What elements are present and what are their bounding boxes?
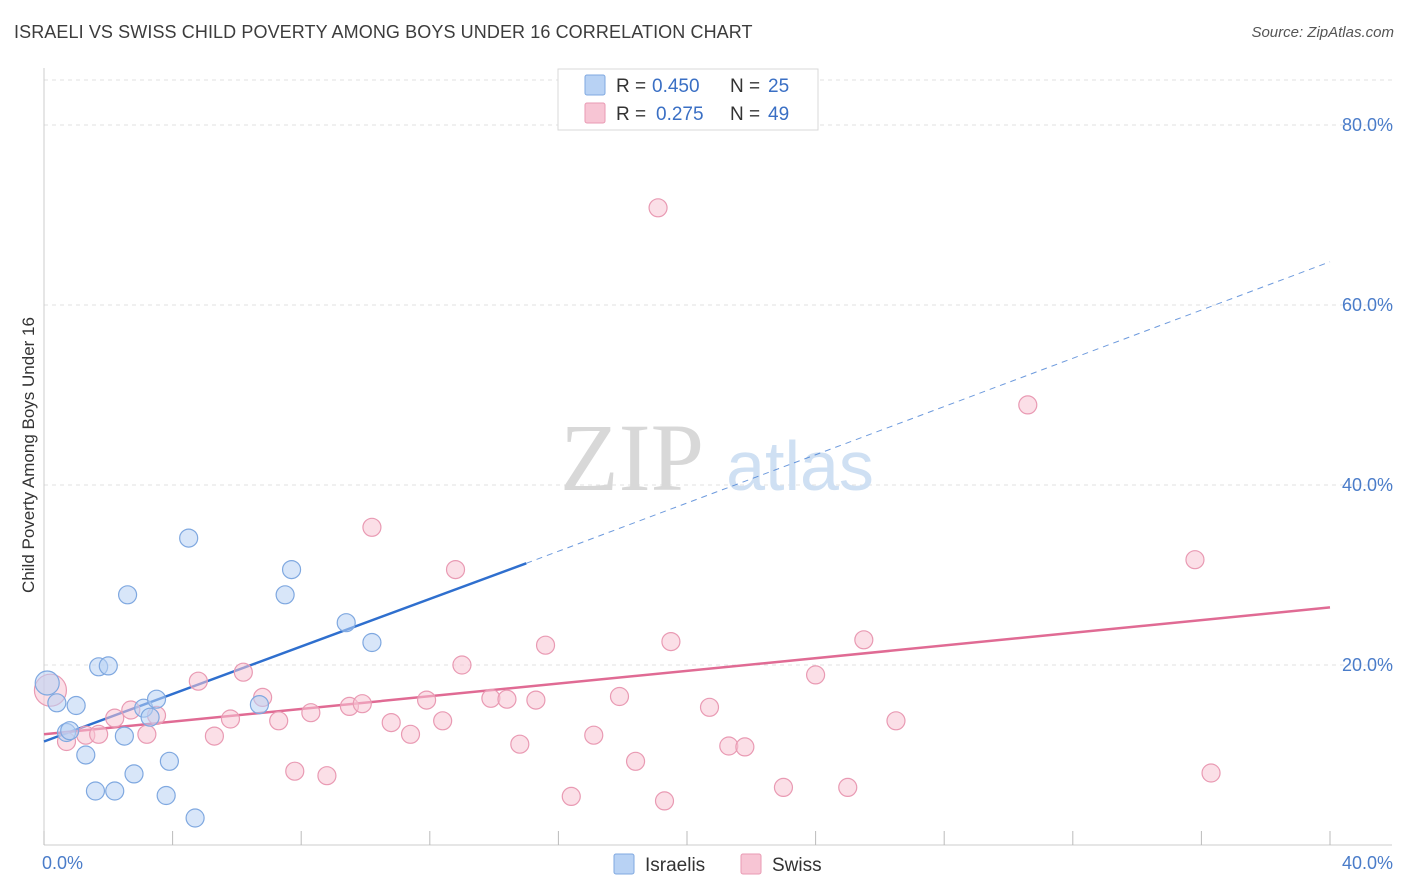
israelis-point	[34, 670, 60, 696]
legend-r-value-israelis: 0.450	[652, 76, 700, 97]
swiss-point	[584, 725, 604, 745]
swiss-point	[719, 736, 739, 756]
x-tick-label: 0.0%	[42, 853, 83, 873]
israelis-point	[179, 528, 199, 548]
chart-title: ISRAELI VS SWISS CHILD POVERTY AMONG BOY…	[14, 22, 753, 42]
swiss-point	[609, 686, 630, 707]
israelis-point	[105, 781, 125, 801]
israelis-point	[114, 726, 134, 746]
swiss-point	[188, 671, 208, 691]
legend-n-label-israelis: N =	[730, 76, 760, 97]
swiss-point	[362, 517, 382, 537]
israelis-point	[98, 656, 118, 676]
israelis-point	[146, 689, 167, 709]
swiss-point	[301, 703, 321, 723]
swiss-point	[220, 709, 241, 729]
israelis-point	[76, 745, 96, 765]
watermark-atlas: atlas	[726, 427, 874, 505]
legend-box: R = 0.450 N = 25 R = 0.275 N = 49	[557, 68, 819, 131]
swiss-point	[1201, 763, 1221, 783]
swiss-point	[535, 635, 556, 655]
swiss-point	[561, 786, 581, 807]
bottom-legend: Israelis Swiss	[613, 853, 822, 876]
swiss-point	[735, 737, 755, 757]
swiss-point	[233, 662, 253, 682]
swiss-point	[400, 724, 421, 744]
y-axis-label: Child Poverty Among Boys Under 16	[19, 317, 38, 593]
israelis-point	[185, 808, 205, 828]
legend-r-label-swiss: R =	[616, 104, 646, 125]
axis-layer: 0.0% 40.0%	[42, 68, 1393, 873]
swiss-point	[105, 708, 125, 728]
bottom-legend-swatch-swiss	[740, 853, 762, 875]
israelis-point	[124, 764, 144, 784]
israelis-point	[60, 721, 80, 741]
swiss-point	[497, 689, 517, 709]
swiss-point	[661, 631, 681, 652]
israelis-point	[117, 585, 138, 605]
swiss-point	[1185, 550, 1205, 570]
israelis-point	[85, 781, 106, 801]
swiss-point	[89, 724, 109, 744]
swiss-point	[317, 766, 337, 786]
legend-n-value-swiss: 49	[768, 104, 789, 125]
israelis-point	[156, 785, 176, 806]
bottom-legend-label-swiss: Swiss	[772, 855, 822, 876]
swiss-point	[886, 711, 906, 731]
swiss-point	[510, 734, 530, 754]
swiss-point	[625, 751, 646, 771]
swiss-point	[481, 688, 501, 708]
israelis-point	[275, 585, 295, 605]
grid-layer: 20.0% 40.0% 60.0% 80.0%	[44, 79, 1393, 675]
swiss-point	[699, 697, 720, 717]
swiss-point	[1018, 395, 1038, 415]
israelis-point	[362, 632, 382, 653]
israelis-point	[66, 695, 86, 716]
israelis-trend-extension	[526, 261, 1331, 564]
watermark: ZIP atlas	[560, 404, 874, 511]
swiss-point	[445, 559, 466, 580]
legend-r-label-israelis: R =	[616, 76, 646, 97]
y-tick-label: 40.0%	[1342, 475, 1393, 495]
source-label: Source: ZipAtlas.com	[1251, 24, 1394, 41]
israelis-point	[140, 707, 160, 727]
swiss-point	[452, 655, 472, 675]
swiss-point	[526, 690, 546, 710]
swiss-point	[285, 761, 305, 781]
swiss-point	[805, 665, 826, 685]
israelis-point	[281, 559, 302, 580]
y-tick-label: 80.0%	[1342, 115, 1393, 135]
swiss-point	[269, 711, 289, 731]
swiss-point	[648, 198, 668, 218]
legend-swatch-israelis	[584, 74, 606, 96]
israelis-point	[249, 694, 270, 715]
swiss-point	[352, 694, 372, 714]
y-tick-label: 20.0%	[1342, 655, 1393, 675]
legend-swatch-swiss	[584, 102, 606, 124]
israelis-point	[336, 613, 356, 633]
israelis-point	[159, 751, 179, 771]
swiss-point	[137, 724, 157, 744]
x-tick-label: 40.0%	[1342, 853, 1393, 873]
bottom-legend-label-israelis: Israelis	[645, 855, 705, 876]
legend-n-value-israelis: 25	[768, 76, 789, 97]
swiss-point	[773, 777, 794, 798]
swiss-point	[854, 630, 874, 650]
swiss-point	[433, 711, 453, 731]
swiss-point	[204, 726, 224, 746]
bottom-legend-swatch-israelis	[613, 853, 635, 875]
legend-r-value-swiss: 0.275	[656, 104, 704, 125]
legend-n-label-swiss: N =	[730, 104, 760, 125]
watermark-zip: ZIP	[560, 404, 704, 511]
points-layer	[33, 198, 1221, 828]
swiss-point	[654, 791, 675, 811]
swiss-point	[838, 777, 858, 798]
israelis-point	[47, 693, 67, 713]
swiss-point	[381, 712, 401, 733]
y-tick-label: 60.0%	[1342, 295, 1393, 315]
swiss-point	[416, 690, 437, 710]
